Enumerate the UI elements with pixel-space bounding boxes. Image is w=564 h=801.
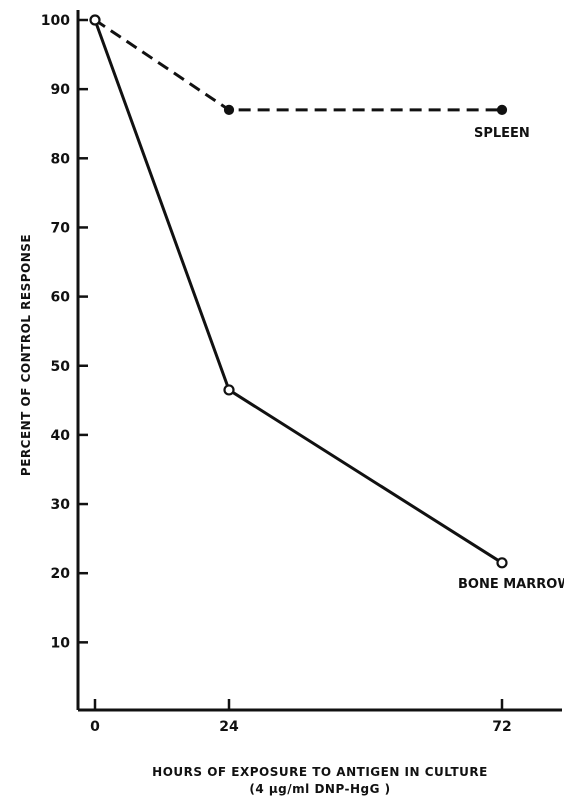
- y-tick-label-30: 30: [51, 497, 71, 513]
- data-point-spleen-72: [496, 104, 508, 115]
- y-tick-label-40: 40: [51, 428, 71, 444]
- data-point-bone-marrow-24: [223, 384, 235, 396]
- series-line-spleen: [94, 18, 502, 112]
- y-tick-label-10: 10: [51, 635, 71, 651]
- y-tick-label-50: 50: [51, 359, 71, 375]
- data-point-spleen-24: [223, 104, 235, 115]
- x-axis-ticks: 0 24 72: [90, 699, 512, 735]
- y-tick-label-90: 90: [51, 82, 71, 98]
- y-axis-ticks: 10 20 30 40 50 60 70 80 90 100: [41, 13, 88, 651]
- x-tick-label-0: 0: [90, 719, 100, 735]
- data-point-bone-marrow-72: [496, 557, 508, 569]
- data-point-bone-marrow-0: [89, 14, 101, 26]
- series-line-bone-marrow: [93, 19, 503, 565]
- y-tick-label-80: 80: [51, 151, 71, 167]
- y-tick-label-20: 20: [51, 566, 71, 582]
- x-tick-label-72: 72: [492, 719, 511, 735]
- x-axis-title: HOURS OF EXPOSURE TO ANTIGEN IN CULTURE: [152, 765, 488, 779]
- y-tick-label-100: 100: [41, 13, 70, 29]
- x-tick-label-24: 24: [219, 719, 239, 735]
- series-layer: SPLEEN BONE MARROW: [89, 14, 564, 592]
- y-tick-label-60: 60: [51, 290, 71, 306]
- plot-axes: [76, 10, 562, 712]
- series-label-spleen: SPLEEN: [474, 126, 530, 141]
- y-tick-label-70: 70: [51, 220, 71, 236]
- y-axis-title: PERCENT OF CONTROL RESPONSE: [19, 234, 33, 476]
- x-axis-subtitle: (4 µg/ml DNP-HgG ): [249, 782, 390, 796]
- series-label-bone-marrow: BONE MARROW: [458, 577, 564, 592]
